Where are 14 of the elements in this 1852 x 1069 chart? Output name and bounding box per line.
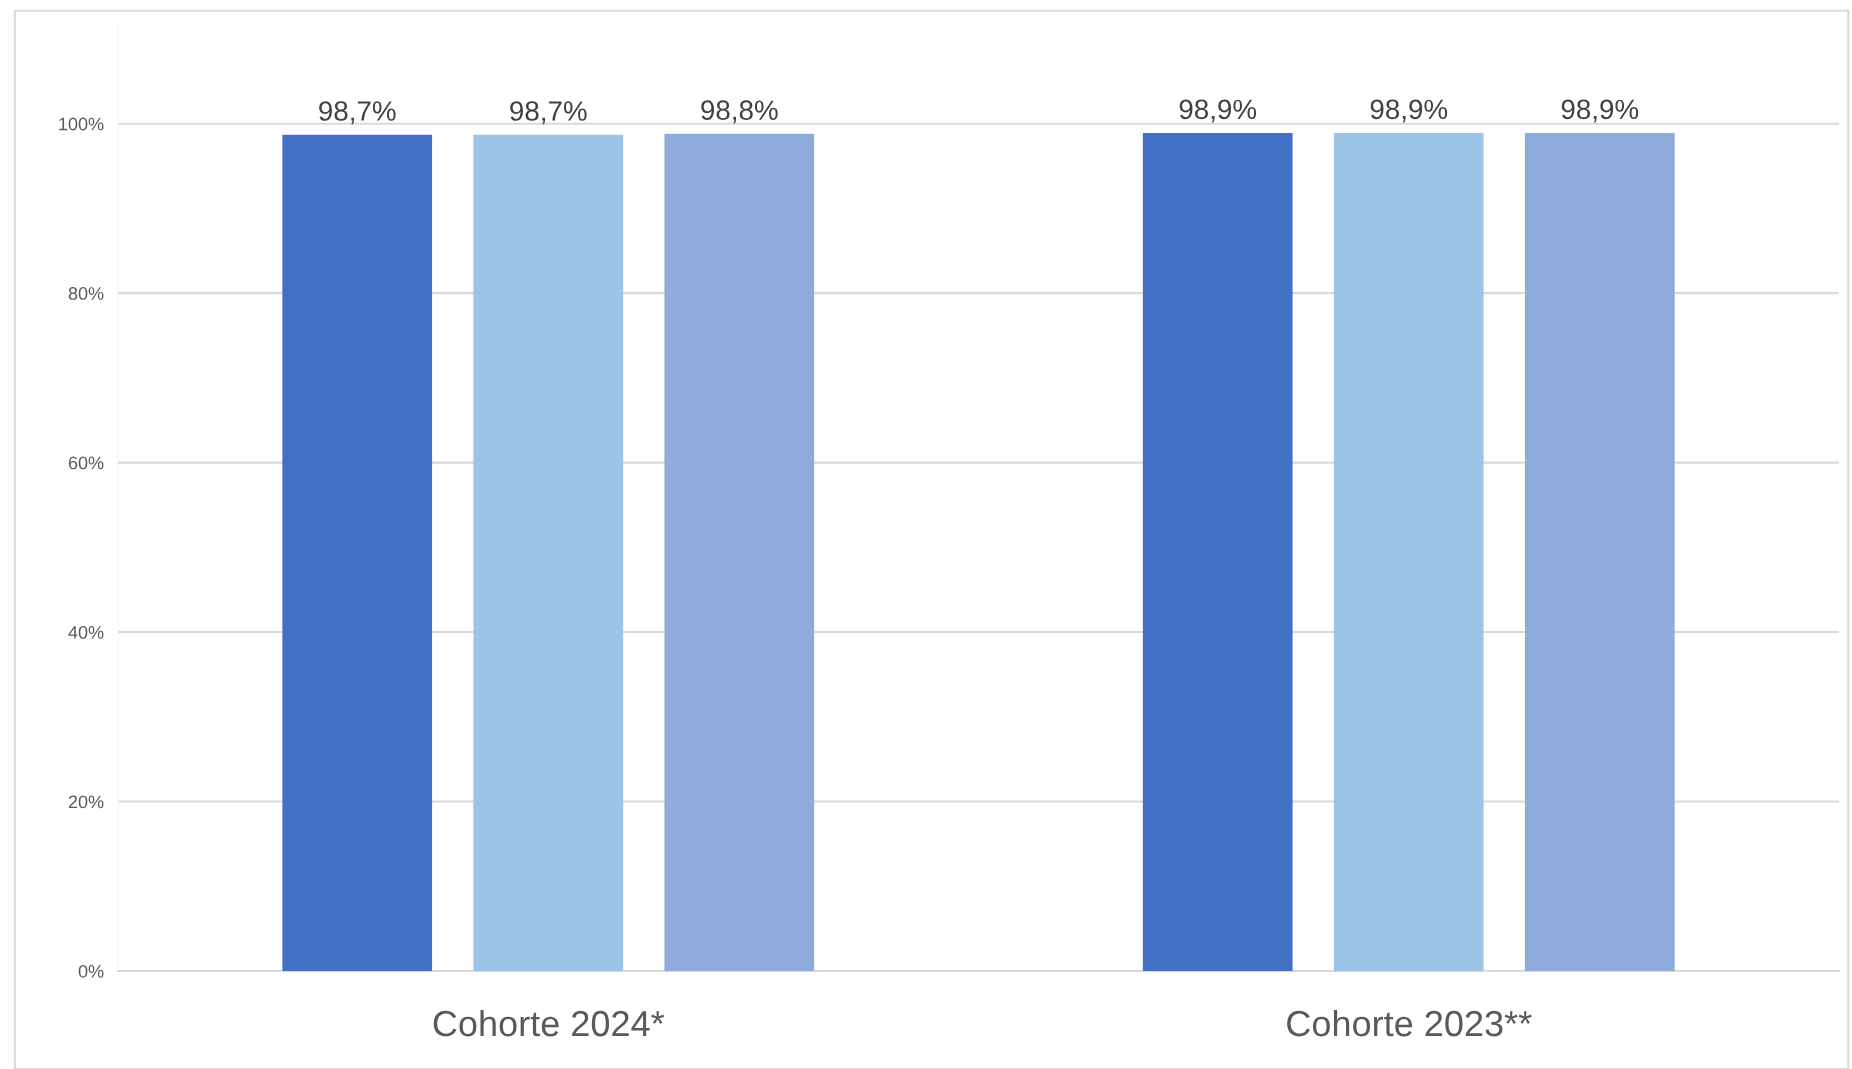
data-label: 98,9% [1179,99,1257,123]
data-label: 98,9% [1370,99,1448,123]
y-tick-label: 40% [68,626,104,639]
y-tick-label: 60% [68,456,104,470]
x-tick-label: Cohorte 2023** [1287,1009,1532,1037]
data-label: 98,7% [510,101,587,125]
data-label: 98,9% [1561,99,1639,123]
data-label: 98,7% [319,101,396,125]
y-tick-label: 80% [68,287,104,300]
y-tick-label: 20% [68,795,104,809]
x-tick-label: Cohorte 2024* [433,1009,665,1037]
y-tick-label: 0% [78,964,104,978]
y-tick-label: 100% [59,117,104,131]
data-label: 98,8% [701,100,778,124]
